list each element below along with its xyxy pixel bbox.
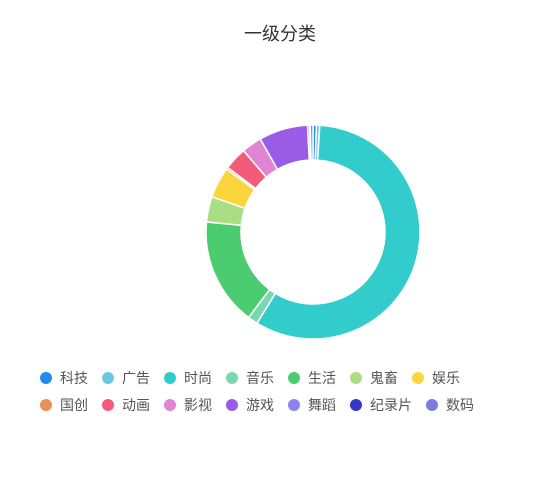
legend-dot-icon bbox=[102, 398, 114, 411]
legend-item-生活[interactable]: 生活 bbox=[288, 368, 336, 388]
legend-label: 生活 bbox=[308, 370, 336, 387]
donut-chart bbox=[205, 124, 421, 340]
legend-item-广告[interactable]: 广告 bbox=[102, 368, 150, 388]
legend-label: 纪录片 bbox=[370, 397, 412, 414]
legend-item-纪录片[interactable]: 纪录片 bbox=[350, 395, 412, 415]
legend-dot-icon bbox=[412, 371, 424, 384]
legend-item-游戏[interactable]: 游戏 bbox=[226, 395, 274, 415]
legend-label: 鬼畜 bbox=[370, 370, 398, 387]
legend-dot-icon bbox=[288, 371, 300, 384]
legend-dot-icon bbox=[288, 398, 300, 411]
legend-label: 动画 bbox=[122, 397, 150, 414]
legend-item-鬼畜[interactable]: 鬼畜 bbox=[350, 368, 398, 388]
slice-生活[interactable] bbox=[205, 221, 271, 319]
slice-数码[interactable] bbox=[309, 124, 314, 161]
legend-row: 科技 广告 时尚 音乐 生活 鬼畜 娱乐 bbox=[40, 364, 540, 391]
legend-label: 舞蹈 bbox=[308, 397, 336, 414]
legend-item-娱乐[interactable]: 娱乐 bbox=[412, 368, 460, 388]
legend: 科技 广告 时尚 音乐 生活 鬼畜 娱乐国创 动画 影视 游戏 舞蹈 纪录片 数码 bbox=[40, 364, 540, 418]
legend-dot-icon bbox=[350, 371, 362, 384]
legend-row: 国创 动画 影视 游戏 舞蹈 纪录片 数码 bbox=[40, 391, 540, 418]
legend-dot-icon bbox=[102, 371, 114, 384]
legend-dot-icon bbox=[226, 398, 238, 411]
chart-title: 一级分类 bbox=[244, 24, 316, 45]
legend-label: 科技 bbox=[60, 370, 88, 387]
legend-item-时尚[interactable]: 时尚 bbox=[164, 368, 212, 388]
legend-item-影视[interactable]: 影视 bbox=[164, 395, 212, 415]
legend-dot-icon bbox=[40, 398, 52, 411]
legend-label: 影视 bbox=[184, 397, 212, 414]
legend-dot-icon bbox=[40, 371, 52, 384]
legend-dot-icon bbox=[226, 371, 238, 384]
legend-item-数码[interactable]: 数码 bbox=[426, 395, 474, 415]
legend-dot-icon bbox=[164, 398, 176, 411]
legend-label: 数码 bbox=[446, 397, 474, 414]
legend-item-科技[interactable]: 科技 bbox=[40, 368, 88, 388]
legend-item-音乐[interactable]: 音乐 bbox=[226, 368, 274, 388]
legend-dot-icon bbox=[426, 398, 438, 411]
legend-label: 娱乐 bbox=[432, 370, 460, 387]
legend-label: 游戏 bbox=[246, 397, 274, 414]
legend-label: 音乐 bbox=[246, 370, 274, 387]
legend-item-动画[interactable]: 动画 bbox=[102, 395, 150, 415]
legend-item-国创[interactable]: 国创 bbox=[40, 395, 88, 415]
slice-时尚[interactable] bbox=[255, 124, 421, 340]
legend-dot-icon bbox=[350, 398, 362, 411]
legend-label: 时尚 bbox=[184, 370, 212, 387]
legend-item-舞蹈[interactable]: 舞蹈 bbox=[288, 395, 336, 415]
legend-label: 广告 bbox=[122, 370, 150, 387]
legend-label: 国创 bbox=[60, 397, 88, 414]
legend-dot-icon bbox=[164, 371, 176, 384]
